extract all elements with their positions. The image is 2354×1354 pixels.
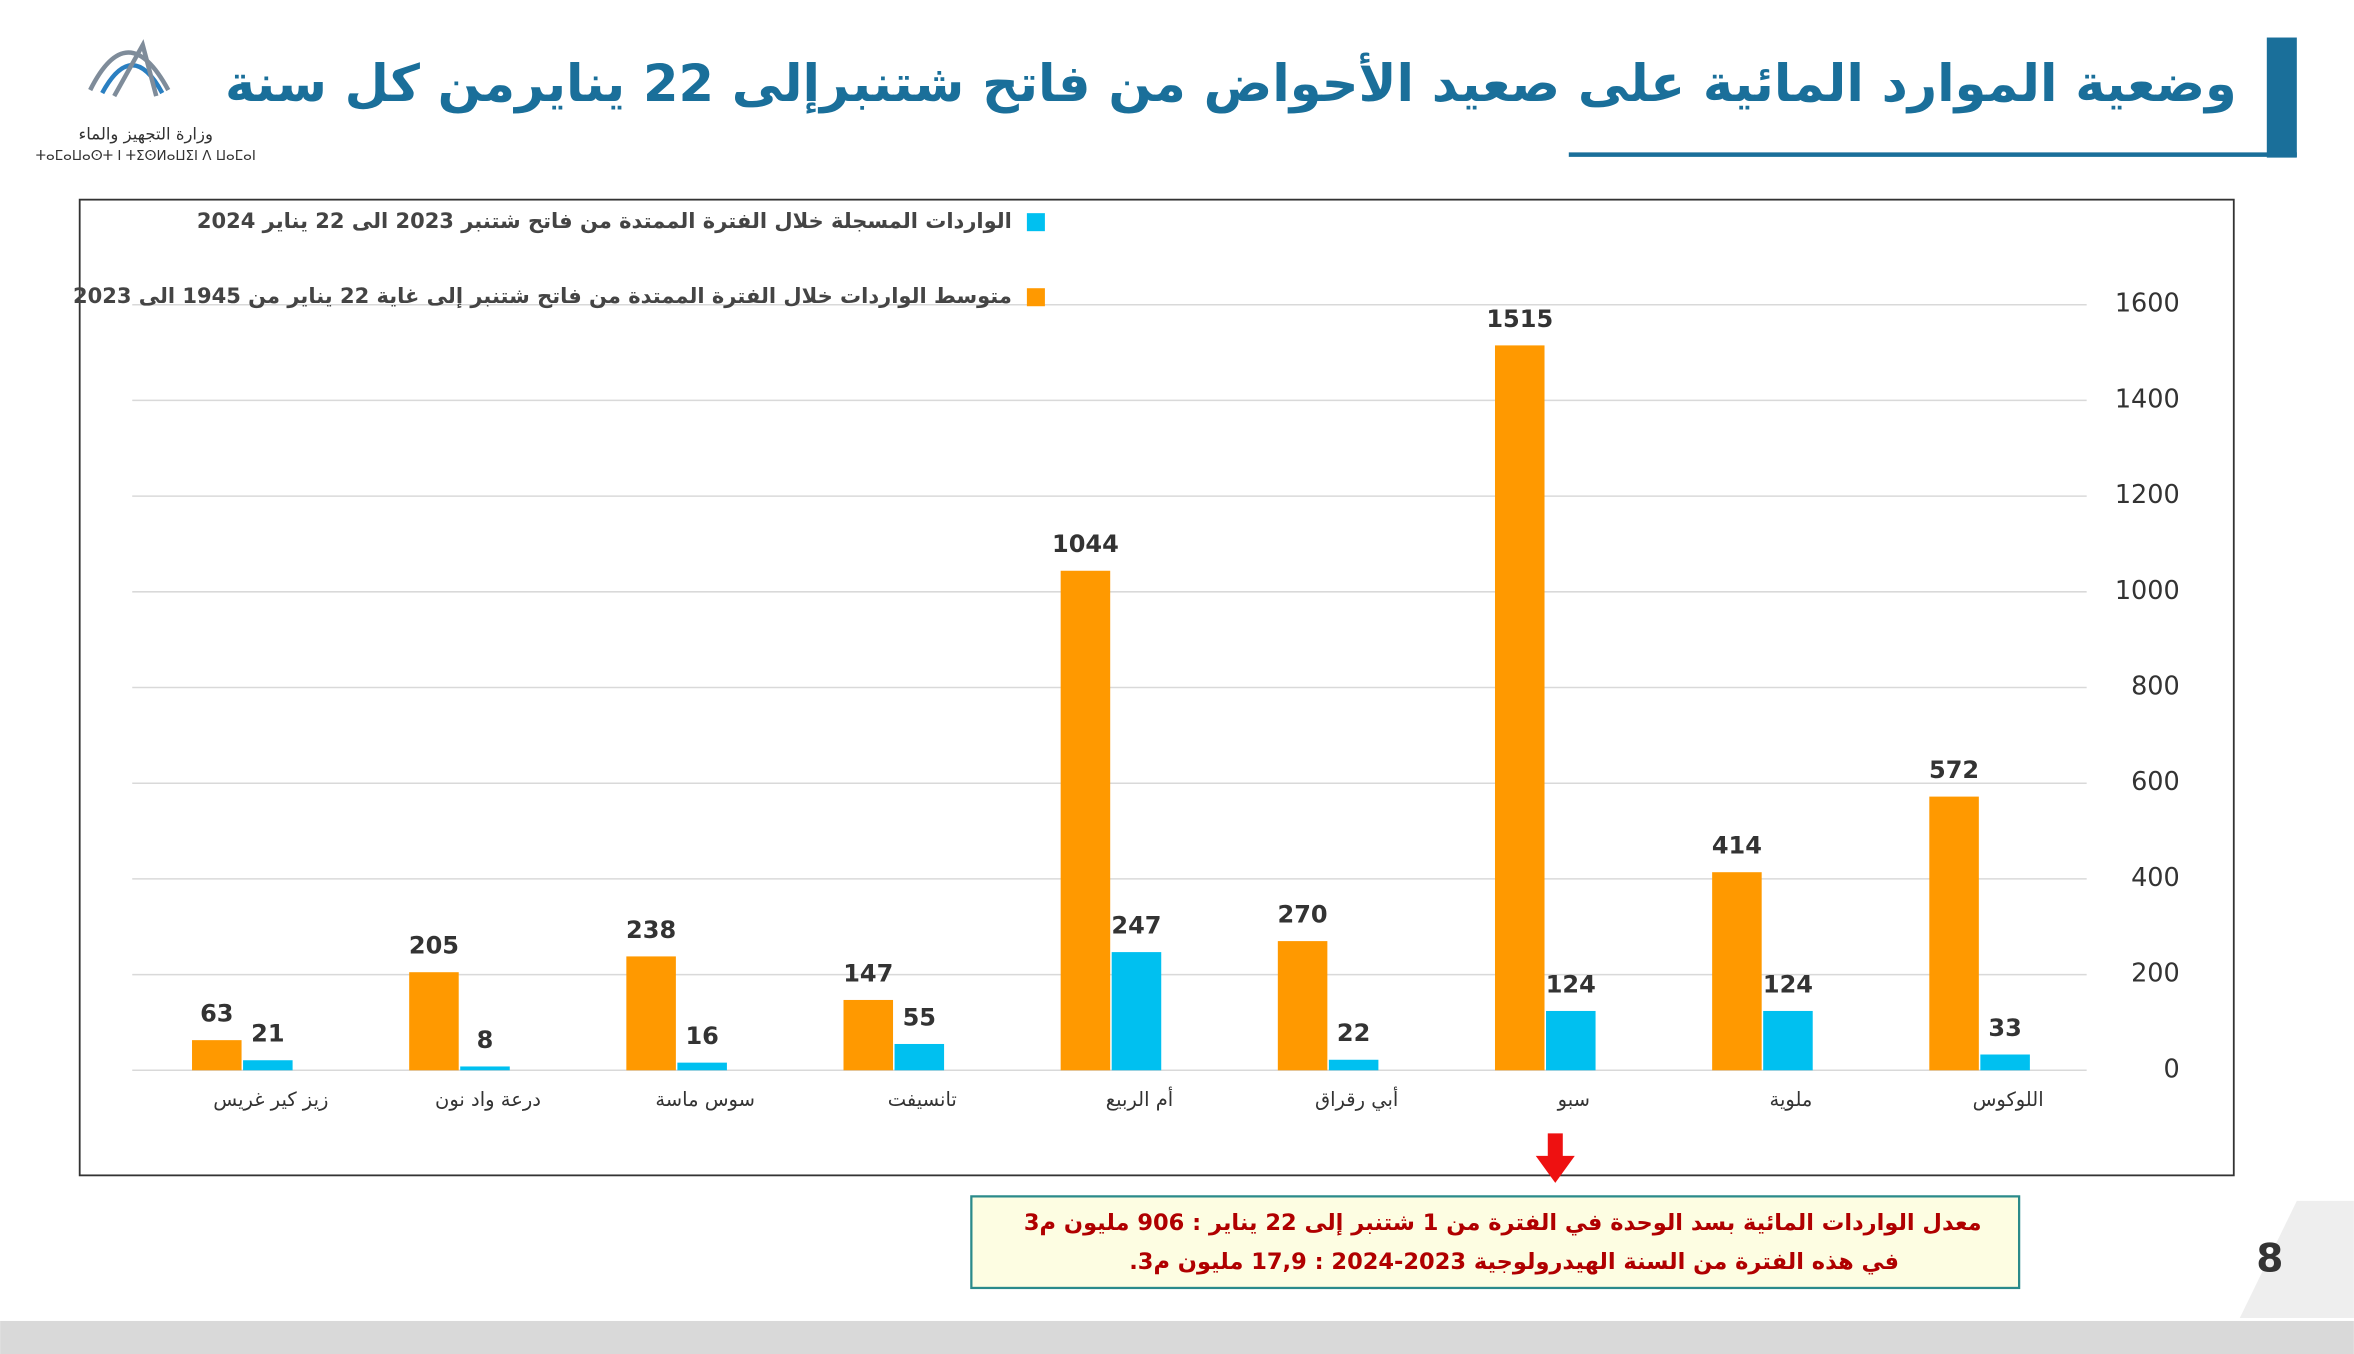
arrow [1535, 1133, 1575, 1183]
legend-label: متوسط الواردات خلال الفترة الممتدة من فا… [73, 283, 1012, 308]
bar [1328, 1059, 1379, 1071]
value-label: 414 [1712, 832, 1762, 860]
value-label: 124 [1546, 970, 1596, 998]
value-label: 55 [903, 1003, 936, 1031]
bar [192, 1040, 242, 1071]
y-tick-label: 1600 [2115, 289, 2180, 319]
y-tick-label: 800 [2131, 672, 2180, 702]
ministry-name-tifinagh: ⵜⴰⵎⴰⵡⴰⵙⵜ ⵏ ⵜⵉⵙⵍⴰⵡⵉⵏ ⴷ ⵡⴰⵎⴰⵏ [36, 148, 256, 164]
value-label: 8 [477, 1026, 494, 1054]
bar [843, 999, 894, 1071]
page-corner [2239, 1200, 2354, 1318]
value-label: 147 [843, 959, 893, 987]
value-label: 1515 [1486, 305, 1553, 333]
note-box [970, 1195, 2021, 1290]
y-tick-label: 0 [2164, 1054, 2180, 1084]
y-tick-label: 1000 [2115, 576, 2180, 606]
value-label: 238 [626, 916, 676, 944]
y-tick-label: 400 [2131, 863, 2180, 893]
x-tick-label: أبي رقراق [1315, 1087, 1398, 1111]
legend-swatch [1026, 213, 1045, 232]
title-accent [2266, 37, 2297, 158]
bar [1277, 941, 1328, 1071]
bar [894, 1043, 945, 1071]
legend-label: الواردات المسجلة خلال الفترة الممتدة من … [197, 208, 1012, 233]
x-tick-label: تانسيفت [888, 1088, 957, 1111]
logo [88, 39, 171, 98]
bar [1712, 872, 1762, 1071]
bar [1929, 796, 1979, 1071]
bottom-strip [0, 1320, 2354, 1354]
bar [409, 972, 459, 1071]
bar [1980, 1054, 2030, 1071]
y-tick-label: 1200 [2115, 480, 2180, 510]
y-tick-label: 600 [2131, 767, 2180, 797]
value-label: 22 [1337, 1019, 1370, 1047]
bar [1111, 952, 1162, 1071]
x-tick-label: سوس ماسة [655, 1088, 755, 1111]
value-label: 247 [1111, 912, 1161, 940]
value-label: 1044 [1052, 530, 1119, 558]
legend-swatch [1026, 288, 1045, 307]
x-tick-label: ملوية [1770, 1088, 1813, 1111]
value-label: 205 [409, 932, 459, 960]
value-label: 16 [685, 1022, 718, 1050]
value-label: 572 [1929, 756, 1979, 784]
y-tick-label: 200 [2131, 959, 2180, 989]
note-line: معدل الواردات المائية بسد الوحدة في الفت… [1024, 1210, 1982, 1236]
bar [1060, 570, 1111, 1071]
ministry-name: وزارة التجهيز والماء [79, 125, 213, 145]
bar [460, 1066, 510, 1071]
value-label: 33 [1988, 1014, 2021, 1042]
value-label: 124 [1763, 970, 1813, 998]
bar [1494, 345, 1545, 1071]
x-tick-label: درعة واد نون [435, 1088, 541, 1111]
y-tick-label: 1400 [2115, 384, 2180, 414]
bar [626, 956, 676, 1071]
slide-title: وضعية الموارد المائية على صعيد الأحواض م… [225, 52, 2237, 114]
bar [1546, 1010, 1596, 1071]
x-tick-label: أم الربيع [1106, 1087, 1174, 1111]
x-tick-label: اللوكوس [1973, 1088, 2044, 1111]
bar [677, 1062, 727, 1071]
page-number: 8 [2256, 1236, 2283, 1281]
bar [1763, 1010, 1813, 1071]
x-tick-label: زيز كير غريس [213, 1088, 328, 1111]
note-line: في هذه الفترة من السنة الهيدرولوجية 2023… [1129, 1249, 1899, 1275]
value-label: 63 [200, 1000, 233, 1028]
value-label: 270 [1278, 901, 1328, 929]
bar [243, 1060, 293, 1071]
chart: 0 200 400 600 800 1000 1200 1400 1600 الواردات ال… [73, 208, 2180, 1111]
x-tick-label: سبو [1557, 1088, 1590, 1111]
value-label: 21 [251, 1020, 284, 1048]
